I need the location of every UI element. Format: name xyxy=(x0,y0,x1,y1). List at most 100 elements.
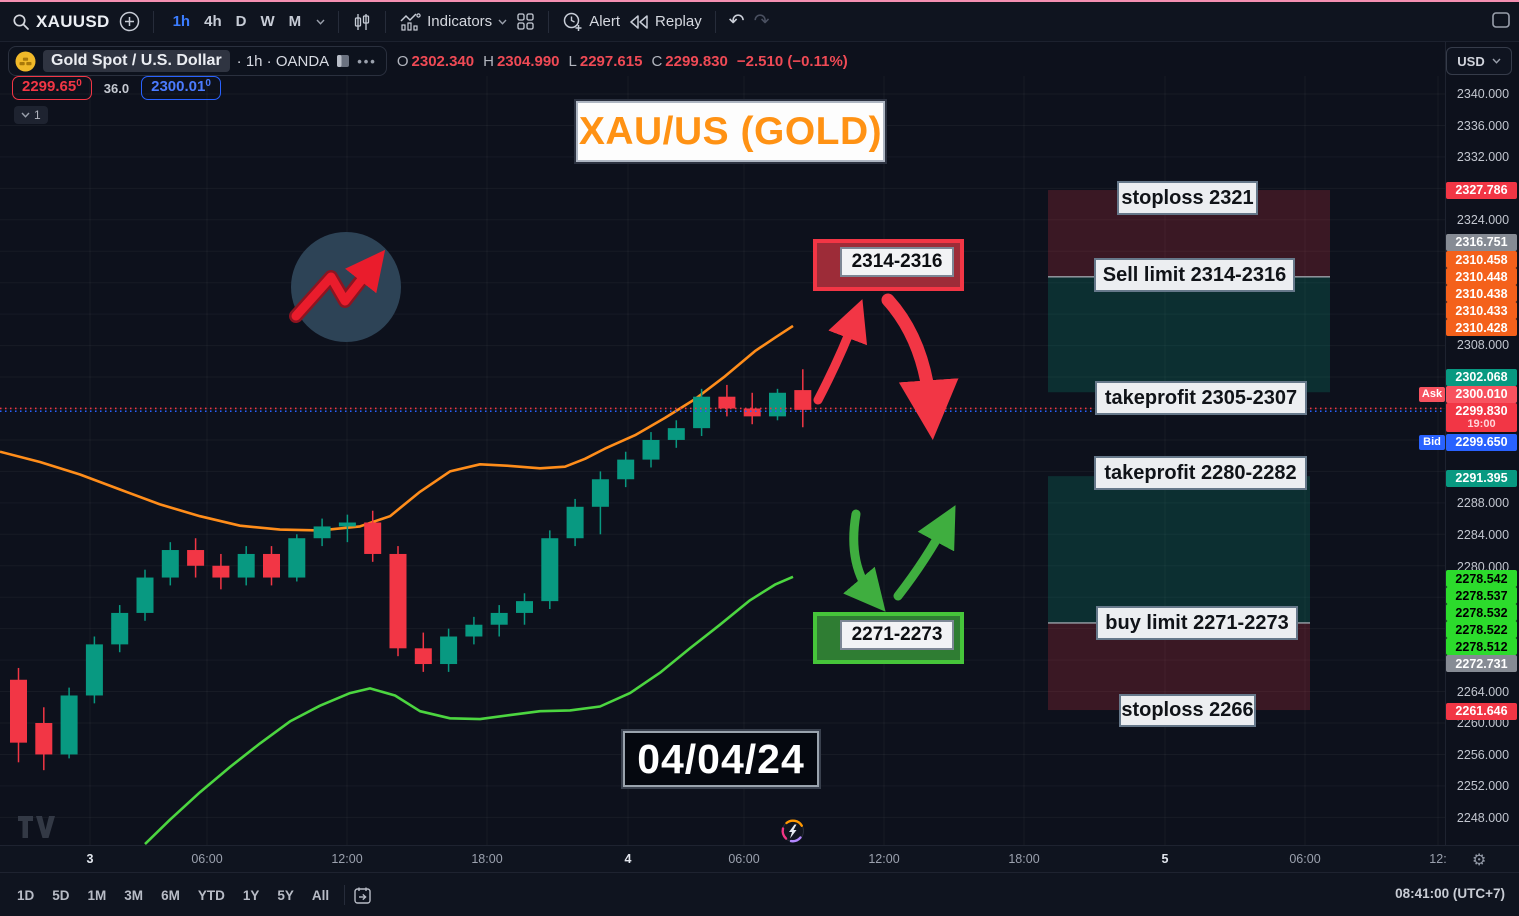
chevron-down-icon xyxy=(21,112,30,118)
price-tick: 2260.000 xyxy=(1456,716,1510,730)
price-badge-bgreen: 2278.522 xyxy=(1446,621,1517,638)
price-tick: 2256.000 xyxy=(1456,748,1510,762)
range-All[interactable]: All xyxy=(311,887,330,903)
price-badge-red: 2261.646 xyxy=(1446,702,1517,720)
range-1M[interactable]: 1M xyxy=(87,887,107,903)
timeframe-4h[interactable]: 4h xyxy=(204,13,222,30)
window-maximize-icon[interactable] xyxy=(1491,11,1511,29)
price-tick: 2340.000 xyxy=(1456,87,1510,101)
price-tick: 2252.000 xyxy=(1456,779,1510,793)
range-1Y[interactable]: 1Y xyxy=(242,887,260,903)
chevron-down-icon[interactable] xyxy=(316,19,325,25)
compare-add-button[interactable] xyxy=(119,11,140,32)
symbol-search-button[interactable]: XAUUSD xyxy=(12,12,110,32)
setup-label[interactable]: stoploss 2321 xyxy=(1117,181,1258,215)
alert-clock-icon xyxy=(563,12,582,31)
chart-title-annotation[interactable]: XAU/US (GOLD) xyxy=(576,101,885,162)
time-tick: 06:00 xyxy=(728,852,760,866)
setup-label[interactable]: Sell limit 2314-2316 xyxy=(1094,258,1295,292)
price-tick: 2308.000 xyxy=(1456,338,1510,352)
price-axis-divider xyxy=(1445,40,1446,872)
session-timer-icon[interactable] xyxy=(781,819,804,843)
price-tick: 2284.000 xyxy=(1456,528,1510,542)
red-arrow-down[interactable] xyxy=(881,293,959,440)
price-tick: 2248.000 xyxy=(1456,811,1510,825)
change-value: −2.510 (−0.11%) xyxy=(736,52,848,70)
indicators-icon xyxy=(400,12,421,31)
setup-label[interactable]: takeprofit 2305-2307 xyxy=(1095,381,1307,415)
search-icon xyxy=(13,13,29,30)
chart-style-button[interactable] xyxy=(352,12,372,32)
setup-label[interactable]: takeprofit 2280-2282 xyxy=(1094,456,1307,490)
legend-more-button[interactable]: ••• xyxy=(357,53,377,69)
axis-settings-gear-icon[interactable]: ⚙ xyxy=(1472,852,1487,869)
time-tick: 06:00 xyxy=(1289,852,1321,866)
chevron-down-icon xyxy=(498,19,507,25)
ohlc-values: O 2302.340 H 2304.990 L 2297.615 C 2299.830 −2.5… xyxy=(397,53,848,70)
symbol-name[interactable]: Gold Spot / U.S. Dollar xyxy=(43,50,230,72)
go-to-date-icon[interactable] xyxy=(353,886,372,905)
bottom-toolbar: 1D 5D 1M 3M 6M YTD 1Y 5Y All 08:41:00 (UTC+7) xyxy=(0,872,1519,916)
currency-selector[interactable]: USD xyxy=(1446,47,1512,75)
trend-logo xyxy=(289,232,401,342)
time-tick: 12:00 xyxy=(331,852,363,866)
grid-layout-icon xyxy=(517,13,534,30)
chevron-down-icon xyxy=(1492,58,1501,64)
price-tick: 2336.000 xyxy=(1456,119,1510,133)
sell-entry-box[interactable]: 2314-2316 xyxy=(813,239,964,291)
buy-price-button[interactable]: 2300.01 0 xyxy=(141,76,221,100)
symbol-search-label: XAUUSD xyxy=(36,11,110,31)
sell-entry-range: 2314-2316 xyxy=(840,247,954,277)
range-YTD[interactable]: YTD xyxy=(197,887,225,903)
toolbar-divider xyxy=(344,885,346,905)
bar-countdown: 19:00 xyxy=(1467,417,1496,430)
alert-label: Alert xyxy=(589,13,621,30)
green-arrow-up[interactable] xyxy=(893,505,956,601)
undo-button[interactable]: ↶ xyxy=(728,11,745,32)
session-clock[interactable]: 08:41:00 (UTC+7) xyxy=(1395,886,1505,901)
time-axis[interactable]: 3 06:00 12:00 18:00 4 06:00 12:00 18:00 5 06:00 12… xyxy=(0,845,1519,873)
range-6M[interactable]: 6M xyxy=(161,887,180,903)
sell-price-button[interactable]: 2299.65 0 xyxy=(12,76,92,100)
indicators-button[interactable]: Indicators xyxy=(399,12,507,32)
replay-button[interactable]: Replay xyxy=(629,13,702,30)
indicators-collapse-pill[interactable]: 1 xyxy=(14,106,48,124)
range-1D[interactable]: 1D xyxy=(17,887,35,903)
buy-entry-box[interactable]: 2271-2273 xyxy=(813,612,964,664)
range-5D[interactable]: 5D xyxy=(52,887,70,903)
timeframe-M[interactable]: M xyxy=(288,13,302,30)
timeframe-W[interactable]: W xyxy=(260,13,275,30)
green-arrow-down[interactable] xyxy=(843,509,886,612)
price-tick: 2332.000 xyxy=(1456,150,1510,164)
timeframe-group: 1h 4h D W M xyxy=(167,10,308,33)
timeframe-D[interactable]: D xyxy=(235,13,247,30)
timeframe-1h[interactable]: 1h xyxy=(172,13,191,30)
range-3M[interactable]: 3M xyxy=(124,887,144,903)
redo-button[interactable]: ↷ xyxy=(753,11,770,32)
candlesticks xyxy=(10,369,812,771)
indicator-count: 1 xyxy=(34,108,41,122)
currency-label: USD xyxy=(1457,53,1485,69)
price-lines xyxy=(0,407,1445,413)
price-badge-bgreen: 2278.532 xyxy=(1446,604,1517,621)
time-tick: 06:00 xyxy=(191,852,223,866)
red-arrow-up[interactable] xyxy=(813,299,868,405)
date-annotation[interactable]: 04/04/24 xyxy=(623,731,819,787)
symbol-legend-pill[interactable]: Gold Spot / U.S. Dollar · 1h · OANDA ••• xyxy=(8,46,387,76)
bid-price: 2299.65 xyxy=(22,78,77,95)
layout-grid-button[interactable] xyxy=(516,12,535,31)
top-toolbar: XAUUSD 1h 4h D W M xyxy=(0,2,1519,42)
price-tick: 2324.000 xyxy=(1456,213,1510,227)
gold-coin-icon xyxy=(15,51,36,71)
setup-label[interactable]: stoploss 2266 xyxy=(1119,694,1256,727)
range-5Y[interactable]: 5Y xyxy=(277,887,294,903)
alert-button[interactable]: Alert xyxy=(562,11,620,32)
ohlc-value: 2302.340 xyxy=(411,52,475,70)
ohlc-key: L xyxy=(568,52,577,70)
indicators-label: Indicators xyxy=(427,13,493,30)
setup-label[interactable]: buy limit 2271-2273 xyxy=(1096,606,1298,640)
ohlc-key: H xyxy=(483,52,494,70)
window-top-accent xyxy=(0,0,1519,2)
ohlc-value: 2299.830 xyxy=(665,52,728,70)
toolbar-divider xyxy=(338,10,340,33)
